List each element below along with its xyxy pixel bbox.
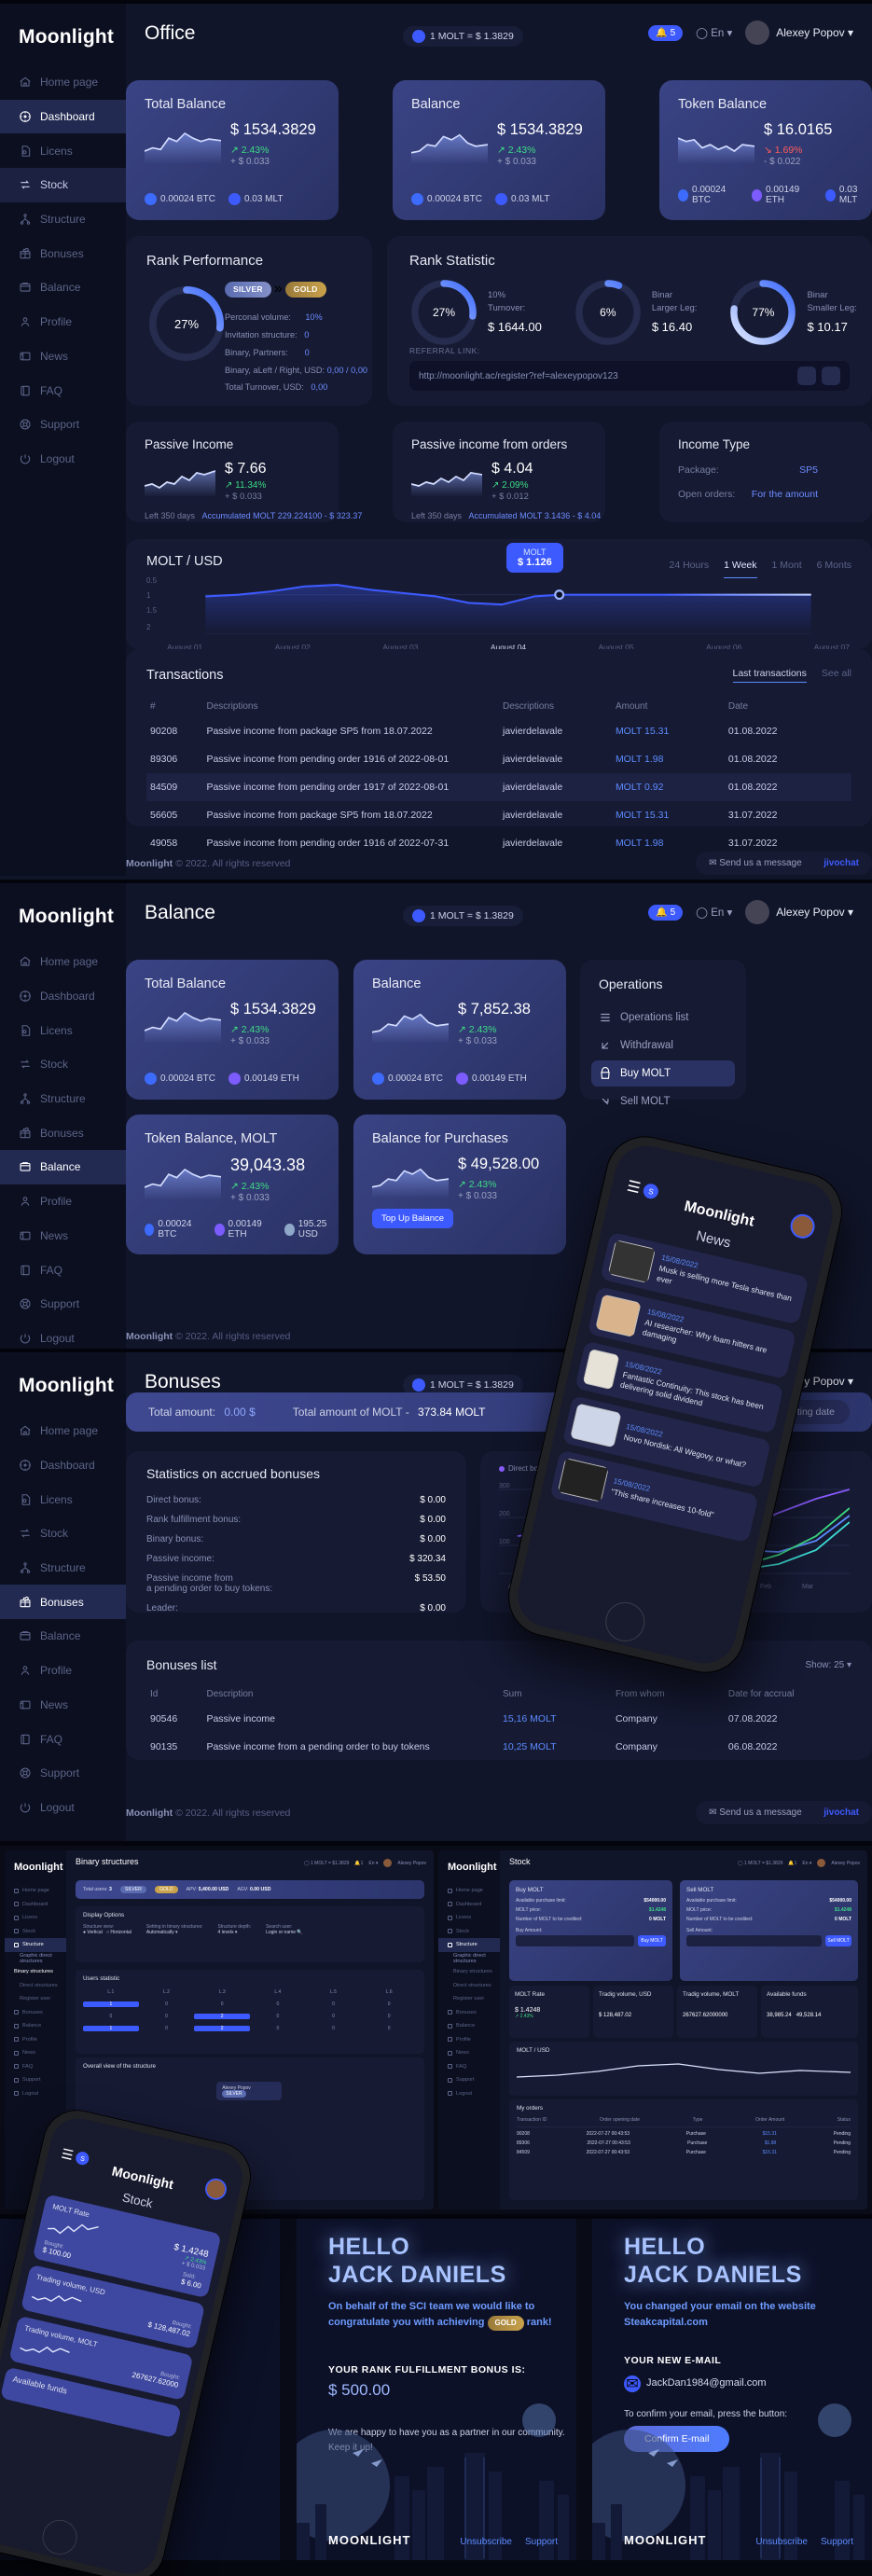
svg-text:200: 200 (499, 1511, 510, 1517)
svg-text:300: 300 (499, 1483, 510, 1489)
svg-text:100: 100 (499, 1539, 510, 1545)
svg-text:Mar: Mar (802, 1584, 814, 1590)
